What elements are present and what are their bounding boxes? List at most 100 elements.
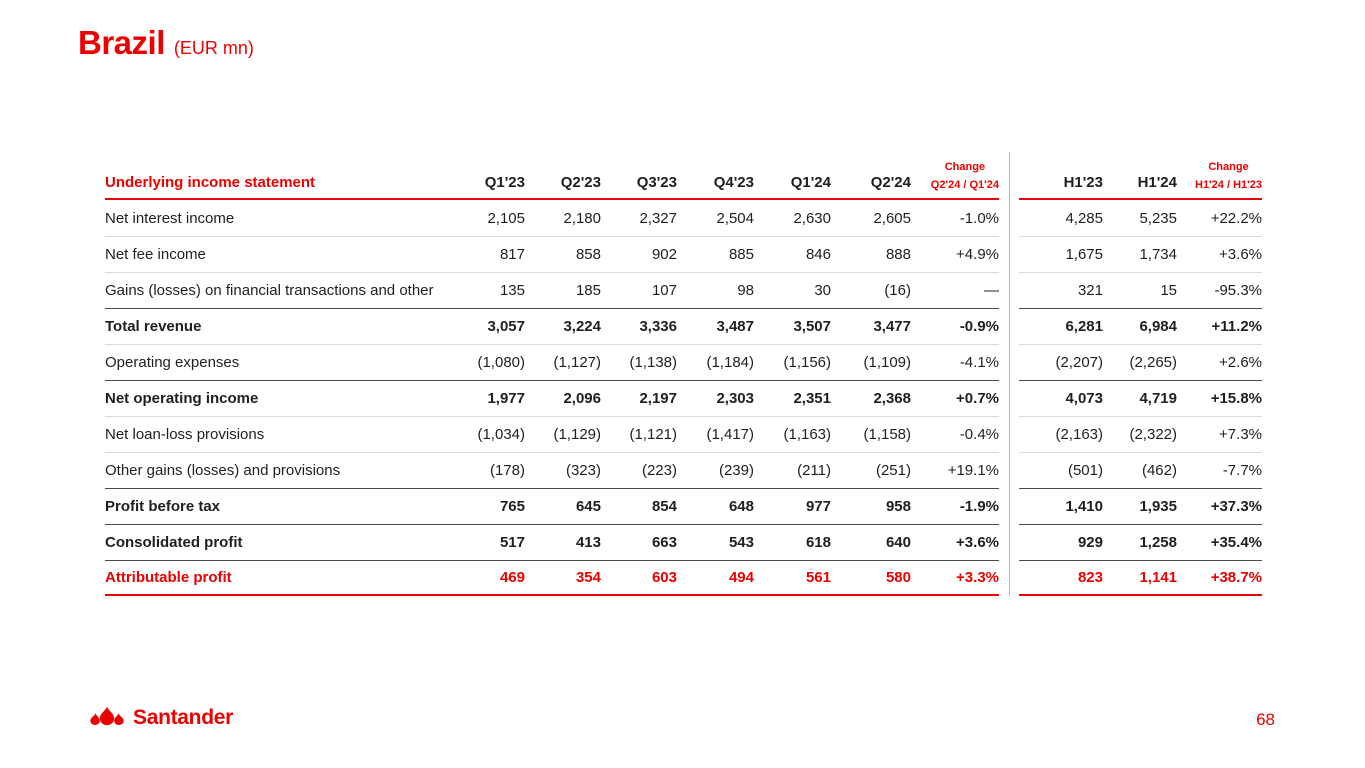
value-h1-24: 1,935 (1103, 488, 1177, 524)
value-q4-23: 3,487 (677, 308, 754, 344)
row-label: Net loan-loss provisions (105, 416, 453, 452)
value-h1-24: 5,235 (1139, 209, 1177, 227)
value-q4-23: 2,303 (677, 380, 754, 416)
change-yoy-title: Change (1208, 161, 1249, 173)
value-change-yoy: +2.6% (1177, 344, 1262, 380)
value-h1-24: 15 (1103, 272, 1177, 308)
value-q1-24: 846 (754, 236, 831, 272)
value-q1-23: 765 (453, 488, 525, 524)
row-label: Net operating income (105, 380, 453, 416)
value-change-qoq: +3.6% (911, 524, 999, 560)
value-q4-23: 648 (677, 488, 754, 524)
value-q3-23: 107 (601, 272, 677, 308)
value-change-yoy: +3.6% (1177, 236, 1262, 272)
value-h1-24: (462) (1103, 452, 1177, 488)
row-label: Net interest income (105, 209, 235, 227)
column-divider (999, 380, 1019, 416)
table-header-h1-23: H1'23 (1019, 152, 1103, 200)
value-h1-23: 4,073 (1019, 380, 1103, 416)
value-change-yoy: -95.3% (1177, 272, 1262, 308)
value-q2-23: 2,096 (525, 380, 601, 416)
column-divider (999, 344, 1019, 380)
value-q2-24: 2,368 (831, 380, 911, 416)
value-q1-23: (178) (453, 452, 525, 488)
value-q2-23: 354 (525, 560, 601, 596)
santander-logo: Santander (88, 706, 233, 730)
income-statement-table: Underlying income statement Q1'23 Q2'23 … (105, 152, 1262, 596)
table-header-change-yoy: Change H1'24 / H1'23 (1177, 152, 1262, 200)
value-change-qoq: -0.4% (911, 416, 999, 452)
value-change-yoy: +15.8% (1177, 380, 1262, 416)
value-change-yoy: -7.7% (1177, 452, 1262, 488)
value-q2-24: 640 (831, 524, 911, 560)
page-number: 68 (1256, 710, 1275, 729)
column-divider (999, 524, 1019, 560)
row-label: Consolidated profit (105, 524, 453, 560)
value-q4-23: (1,184) (677, 344, 754, 380)
value-q3-23: (1,121) (601, 416, 677, 452)
value-q1-24: 2,630 (793, 209, 831, 227)
value-q1-23: 817 (453, 236, 525, 272)
value-h1-24: 1,258 (1103, 524, 1177, 560)
value-q2-24: 888 (831, 236, 911, 272)
value-q3-23: 854 (601, 488, 677, 524)
value-q3-23: 3,336 (601, 308, 677, 344)
row-label: Operating expenses (105, 344, 453, 380)
value-q4-23: 2,504 (716, 209, 754, 227)
value-q2-24: 3,477 (831, 308, 911, 344)
value-q4-23: 543 (677, 524, 754, 560)
value-change-qoq: -4.1% (911, 344, 999, 380)
value-q2-24: 958 (831, 488, 911, 524)
value-change-yoy: +35.4% (1177, 524, 1262, 560)
value-change-yoy: +22.2% (1210, 209, 1262, 227)
row-label: Net fee income (105, 236, 453, 272)
column-divider (999, 236, 1019, 272)
value-h1-23: 6,281 (1019, 308, 1103, 344)
value-q4-23: 98 (677, 272, 754, 308)
value-q2-23: 2,180 (563, 209, 601, 227)
value-q2-23: (1,129) (525, 416, 601, 452)
column-divider (999, 560, 1019, 596)
value-q1-24: 3,507 (754, 308, 831, 344)
table-header-change-qoq: Change Q2'24 / Q1'24 (911, 152, 999, 200)
value-change-yoy: +7.3% (1177, 416, 1262, 452)
value-change-yoy: +37.3% (1177, 488, 1262, 524)
value-h1-23: 1,410 (1019, 488, 1103, 524)
value-h1-24: 1,734 (1103, 236, 1177, 272)
value-change-qoq: -0.9% (911, 308, 999, 344)
value-q3-23: (223) (601, 452, 677, 488)
value-q1-24: (1,156) (754, 344, 831, 380)
value-q2-23: 858 (525, 236, 601, 272)
value-q3-23: (1,138) (601, 344, 677, 380)
value-q2-23: 3,224 (525, 308, 601, 344)
value-q1-24: 30 (754, 272, 831, 308)
column-divider (999, 272, 1019, 308)
value-q2-23: 185 (525, 272, 601, 308)
table-header-q2-24: Q2'24 (831, 152, 911, 200)
value-h1-23: 4,285 (1065, 209, 1103, 227)
value-q1-23: (1,080) (453, 344, 525, 380)
value-change-qoq: +3.3% (911, 560, 999, 596)
value-q3-23: 902 (601, 236, 677, 272)
value-q3-23: 663 (601, 524, 677, 560)
value-q2-24: 580 (831, 560, 911, 596)
column-divider (999, 200, 1019, 236)
value-q1-24: (1,163) (754, 416, 831, 452)
value-q1-23: 517 (453, 524, 525, 560)
change-yoy-stack: Change H1'24 / H1'23 (1195, 162, 1262, 191)
value-change-qoq: +0.7% (911, 380, 999, 416)
row-label: Gains (losses) on financial transactions… (105, 272, 453, 308)
table-header-q1-24: Q1'24 (754, 152, 831, 200)
value-h1-23: (501) (1019, 452, 1103, 488)
value-change-qoq: -1.9% (911, 488, 999, 524)
change-yoy-sub: H1'24 / H1'23 (1195, 179, 1262, 191)
row-label: Other gains (losses) and provisions (105, 452, 453, 488)
change-qoq-sub: Q2'24 / Q1'24 (930, 179, 999, 191)
value-h1-24: 6,984 (1103, 308, 1177, 344)
value-q2-23: 645 (525, 488, 601, 524)
value-q4-23: 494 (677, 560, 754, 596)
santander-flame-icon (88, 706, 126, 730)
value-h1-24: 4,719 (1103, 380, 1177, 416)
slide-subtitle: (EUR mn) (173, 38, 254, 58)
